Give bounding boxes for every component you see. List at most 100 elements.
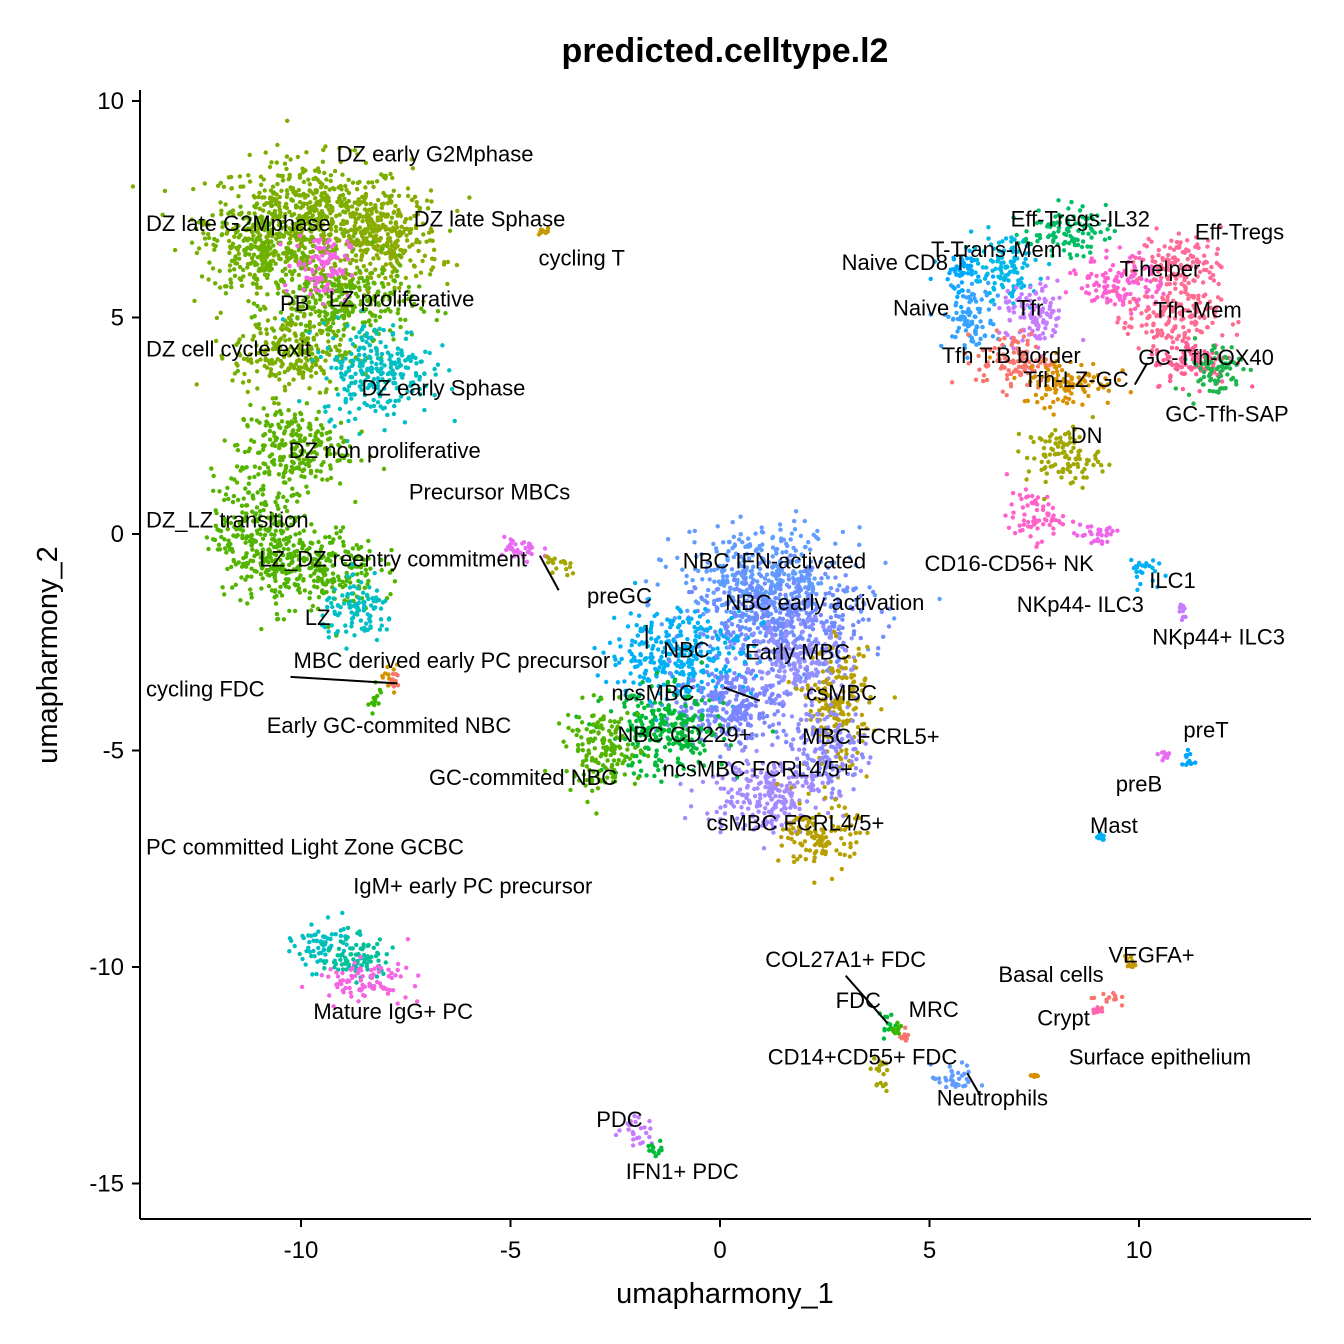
cell-point xyxy=(232,371,238,376)
cell-point xyxy=(320,159,326,164)
cell-point xyxy=(339,366,344,371)
cell-point xyxy=(731,645,736,651)
cell-point xyxy=(724,677,729,682)
cell-point xyxy=(270,217,275,222)
cell-point xyxy=(724,710,729,715)
cell-point xyxy=(262,227,267,233)
cell-point xyxy=(520,541,525,546)
cell-point xyxy=(777,674,782,679)
cell-point xyxy=(304,336,310,341)
cell-point xyxy=(207,260,212,265)
cell-point xyxy=(326,629,331,634)
cell-point xyxy=(770,698,775,703)
cell-point xyxy=(294,465,299,471)
cell-point xyxy=(308,344,314,350)
cell-point xyxy=(293,362,299,367)
cell-point xyxy=(284,498,290,503)
cell-point xyxy=(334,531,339,536)
cell-point xyxy=(305,347,310,352)
cell-point xyxy=(254,276,260,281)
cell-point xyxy=(772,712,777,717)
cell-point xyxy=(345,591,350,597)
cell-point xyxy=(687,529,692,534)
cell-point xyxy=(393,239,399,244)
cell-point xyxy=(300,170,306,175)
cell-point xyxy=(367,614,373,619)
cell-point xyxy=(276,222,282,228)
cell-point xyxy=(361,238,367,244)
cell-point xyxy=(162,188,168,194)
cell-point xyxy=(710,635,715,641)
cell-point xyxy=(239,575,244,580)
cell-point xyxy=(311,238,317,244)
cell-point xyxy=(270,234,275,239)
cell-point xyxy=(712,579,717,584)
cell-point xyxy=(856,646,861,651)
cell-point xyxy=(300,166,305,171)
cell-point xyxy=(345,323,350,328)
cell-point xyxy=(407,228,412,234)
cell-point xyxy=(349,278,354,284)
cell-point xyxy=(786,577,792,582)
cell-point xyxy=(257,268,263,273)
cell-point xyxy=(324,202,330,207)
cell-point xyxy=(295,154,301,160)
cell-point xyxy=(307,590,313,595)
cell-point xyxy=(700,577,705,582)
cell-point xyxy=(265,292,270,297)
cell-point xyxy=(406,354,412,360)
cell-point xyxy=(282,429,287,434)
cell-point xyxy=(236,223,241,228)
cell-point xyxy=(189,240,195,245)
cell-point xyxy=(404,238,410,243)
cell-point xyxy=(319,431,324,436)
cell-point xyxy=(378,235,383,241)
cell-point xyxy=(349,375,355,380)
cell-point xyxy=(217,489,222,494)
cell-point xyxy=(378,606,384,611)
cell-point xyxy=(636,613,642,618)
cell-point xyxy=(308,222,313,227)
cell-point xyxy=(331,336,336,341)
cell-point xyxy=(278,584,283,590)
cell-point xyxy=(368,296,373,301)
cell-point xyxy=(767,683,773,688)
cell-point xyxy=(363,283,368,289)
cell-point xyxy=(341,377,346,382)
cell-point xyxy=(667,748,673,753)
cell-point xyxy=(320,477,325,482)
cell-point xyxy=(435,362,441,367)
cell-point xyxy=(260,492,265,497)
cell-point xyxy=(445,281,450,287)
cell-point xyxy=(254,282,259,287)
cell-point xyxy=(326,281,331,286)
cell-point xyxy=(799,575,804,581)
cell-point xyxy=(289,421,295,426)
cell-point xyxy=(748,671,754,676)
cell-point xyxy=(172,247,178,253)
cell-point xyxy=(395,213,400,218)
cell-point xyxy=(282,369,287,375)
cell-point xyxy=(283,283,288,288)
cell-point xyxy=(374,346,379,351)
cell-point xyxy=(370,222,375,227)
cell-point xyxy=(273,212,278,218)
cell-point xyxy=(380,267,385,272)
cell-point xyxy=(335,629,340,634)
cell-point xyxy=(644,773,649,778)
cell-point xyxy=(274,160,279,165)
cell-point xyxy=(301,179,307,185)
cell-point xyxy=(281,617,287,622)
cell-point xyxy=(370,313,375,318)
cell-point xyxy=(254,359,260,364)
cell-point xyxy=(362,358,367,363)
cell-point xyxy=(759,525,764,530)
cell-point xyxy=(245,265,250,270)
cell-point xyxy=(264,331,270,336)
cell-point xyxy=(421,299,426,304)
cell-point xyxy=(259,182,264,187)
cell-point xyxy=(273,280,279,285)
cell-point xyxy=(266,584,272,589)
cell-point xyxy=(353,228,358,233)
cell-point xyxy=(319,284,325,289)
